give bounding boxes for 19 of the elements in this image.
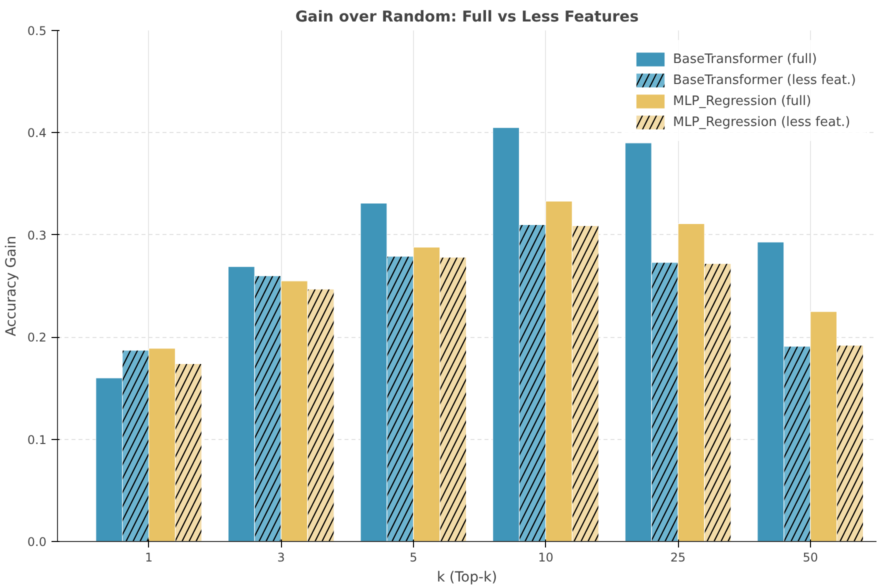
x-tick-label: 50 — [802, 550, 818, 564]
y-tick-label: 0.4 — [27, 126, 47, 140]
legend-label: MLP_Regression (full) — [673, 94, 812, 108]
y-tick-label: 0.5 — [27, 24, 47, 38]
x-tick-label: 10 — [538, 550, 554, 564]
y-tick-label: 0.3 — [27, 228, 47, 242]
y-tick-label: 0.1 — [27, 432, 47, 447]
legend-label: MLP_Regression (less feat.) — [673, 114, 850, 130]
x-axis-title: k (Top-k) — [436, 570, 498, 586]
x-tick-label: 3 — [277, 550, 285, 564]
y-axis-title: Accuracy Gain — [3, 236, 20, 336]
chart-title: Gain over Random: Full vs Less Features — [295, 8, 639, 26]
y-tick-label: 0.0 — [27, 535, 47, 549]
y-tick-label: 0.2 — [27, 330, 47, 345]
x-tick-label: 1 — [144, 550, 153, 564]
x-tick-label: 5 — [410, 550, 418, 564]
legend-label: BaseTransformer (less feat.) — [673, 72, 856, 88]
legend-label: BaseTransformer (full) — [673, 52, 817, 66]
x-tick-label: 25 — [670, 550, 686, 564]
